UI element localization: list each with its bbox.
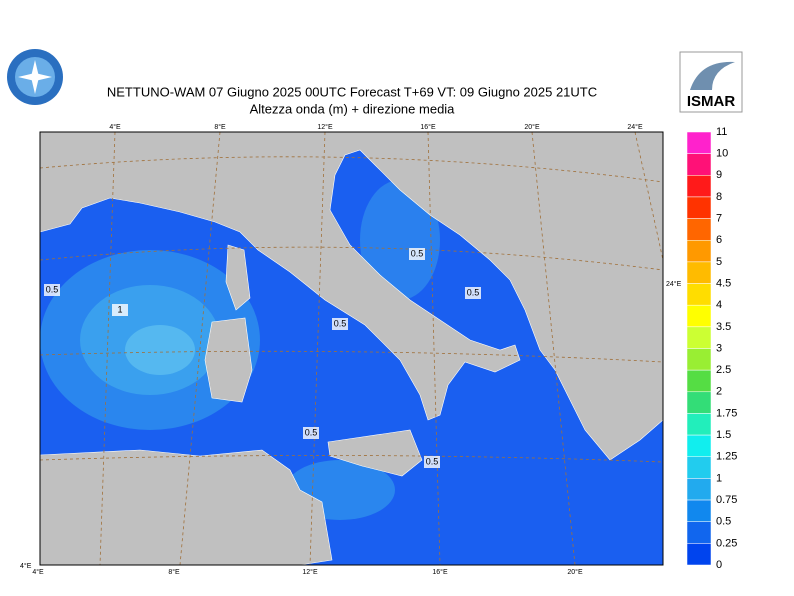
contour-label-bg <box>44 284 60 296</box>
lon-label: 20°E <box>524 123 540 131</box>
legend-label: 9 <box>716 169 722 181</box>
legend-swatch <box>686 283 712 306</box>
lon-label: 8°E <box>168 568 180 576</box>
lon-label: 24°E <box>627 123 643 131</box>
contour-label-bg <box>424 456 440 468</box>
legend-label: 7 <box>716 213 722 225</box>
legend-swatch <box>686 304 712 328</box>
legend-label: 1.25 <box>716 451 737 463</box>
legend-label: 0.25 <box>716 537 737 549</box>
legend-label: 0 <box>716 559 722 571</box>
legend-swatch <box>686 456 712 479</box>
lon-label: 4°E <box>32 568 44 576</box>
contour-label: 0.5 <box>411 248 424 258</box>
map <box>39 131 664 566</box>
legend-label: 0.75 <box>716 494 737 506</box>
corner-label: 4°E <box>20 562 32 570</box>
legend-label: 2.5 <box>716 364 731 376</box>
title: NETTUNO-WAM 07 Giugno 2025 00UTC Forecas… <box>107 84 597 99</box>
legend-swatch <box>686 434 712 458</box>
legend-label: 3 <box>716 342 722 354</box>
contour-label-bg <box>409 248 425 260</box>
legend-swatch <box>686 196 712 219</box>
legend-label: 1.5 <box>716 429 731 441</box>
legend-label: 6 <box>716 234 722 246</box>
legend-swatch <box>686 521 712 544</box>
contour-label-bg <box>112 304 128 316</box>
legend-label: 4.5 <box>716 277 731 289</box>
lon-label: 4°E <box>109 123 121 131</box>
legend-swatch <box>686 153 712 176</box>
contour-label: 0.5 <box>426 456 439 466</box>
lon-label: 12°E <box>317 123 333 131</box>
contour-label: 0.5 <box>305 427 318 437</box>
contour-label-bg <box>465 287 481 299</box>
contour-label: 1 <box>117 304 122 314</box>
legend-label: 10 <box>716 148 728 160</box>
lon-label: 16°E <box>432 568 448 576</box>
logo-text: ISMAR <box>687 93 736 110</box>
legend-label: 0.5 <box>716 516 731 528</box>
contour-label: 0.5 <box>467 287 480 297</box>
contour-label-bg <box>303 427 319 439</box>
lon-label: 16°E <box>420 123 436 131</box>
legend-swatch <box>686 413 712 436</box>
legend-label: 2 <box>716 386 722 398</box>
contour-label: 0.5 <box>334 318 347 328</box>
legend-swatch <box>686 218 712 241</box>
legend-label: 8 <box>716 191 722 203</box>
legend-swatch <box>686 348 712 371</box>
legend-swatch <box>686 261 712 284</box>
legend-swatch <box>686 369 712 393</box>
legend-swatch <box>686 326 712 349</box>
legend-label: 1 <box>716 472 722 484</box>
legend-label: 1.75 <box>716 407 737 419</box>
legend-swatch <box>686 543 712 566</box>
lon-label: 12°E <box>302 568 318 576</box>
legend-label: 3.5 <box>716 321 731 333</box>
legend-swatch <box>686 131 712 154</box>
contour-label: 0.5 <box>46 284 59 294</box>
legend-swatch <box>686 391 712 414</box>
legend-swatch <box>686 175 712 198</box>
legend-swatch <box>686 478 712 501</box>
lon-label: 20°E <box>567 568 583 576</box>
lat-label: 24°E <box>666 280 682 288</box>
legend-label: 4 <box>716 299 722 311</box>
logo-right: ISMAR <box>679 51 743 113</box>
legend-label: 5 <box>716 256 722 268</box>
legend-swatch <box>686 240 712 263</box>
logo-left <box>7 49 63 105</box>
legend-swatch <box>686 499 712 522</box>
contour-label-bg <box>332 318 348 330</box>
lon-label: 8°E <box>214 123 226 131</box>
legend-label: 11 <box>716 126 727 138</box>
subtitle: Altezza onda (m) + direzione media <box>250 101 456 116</box>
